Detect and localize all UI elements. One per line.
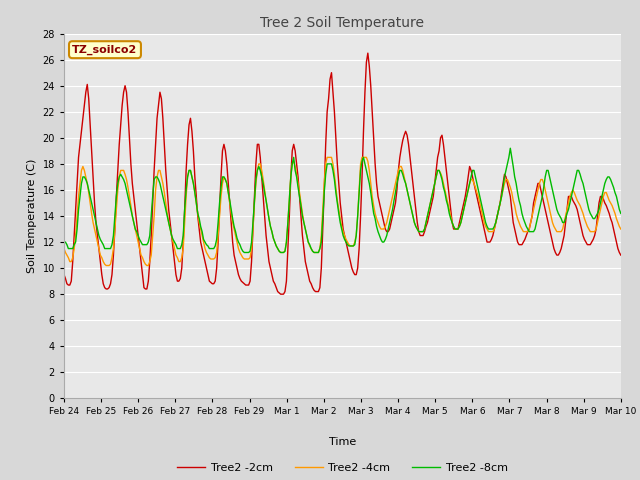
Tree2 -8cm <box>506 145 514 151</box>
Line: Tree2 -2cm: Tree2 -2cm <box>64 53 621 294</box>
Tree2 -8cm <box>543 168 550 173</box>
Tree2 -2cm <box>543 213 550 219</box>
Tree2 -2cm <box>79 115 87 121</box>
Tree2 -8cm <box>617 211 625 216</box>
Tree2 -2cm <box>60 272 68 277</box>
Tree2 -2cm <box>276 291 284 297</box>
Tree2 -8cm <box>241 250 248 255</box>
Tree2 -4cm <box>79 164 87 169</box>
Tree2 -8cm <box>79 174 87 180</box>
Tree2 -4cm <box>543 193 550 199</box>
Tree2 -4cm <box>60 246 68 252</box>
Tree2 -2cm <box>97 259 104 264</box>
Tree2 -8cm <box>97 237 104 242</box>
Y-axis label: Soil Temperature (C): Soil Temperature (C) <box>27 159 37 273</box>
Tree2 -8cm <box>458 213 466 219</box>
Tree2 -2cm <box>617 252 625 258</box>
Tree2 -4cm <box>97 252 104 258</box>
Tree2 -2cm <box>460 200 468 206</box>
Tree2 -4cm <box>323 155 331 160</box>
Tree2 -4cm <box>616 224 623 229</box>
Tree2 -2cm <box>364 50 372 56</box>
Tree2 -4cm <box>349 243 357 249</box>
Text: TZ_soilco2: TZ_soilco2 <box>72 45 138 55</box>
Tree2 -8cm <box>60 239 68 245</box>
Tree2 -2cm <box>616 250 623 255</box>
Line: Tree2 -4cm: Tree2 -4cm <box>64 157 621 265</box>
Tree2 -8cm <box>348 243 356 249</box>
Tree2 -4cm <box>102 263 110 268</box>
Tree2 -2cm <box>348 265 356 271</box>
Tree2 -4cm <box>460 206 468 212</box>
Tree2 -4cm <box>617 226 625 232</box>
Line: Tree2 -8cm: Tree2 -8cm <box>64 148 621 252</box>
Legend: Tree2 -2cm, Tree2 -4cm, Tree2 -8cm: Tree2 -2cm, Tree2 -4cm, Tree2 -8cm <box>173 459 512 478</box>
X-axis label: Time: Time <box>329 437 356 447</box>
Title: Tree 2 Soil Temperature: Tree 2 Soil Temperature <box>260 16 424 30</box>
Tree2 -8cm <box>616 206 623 212</box>
